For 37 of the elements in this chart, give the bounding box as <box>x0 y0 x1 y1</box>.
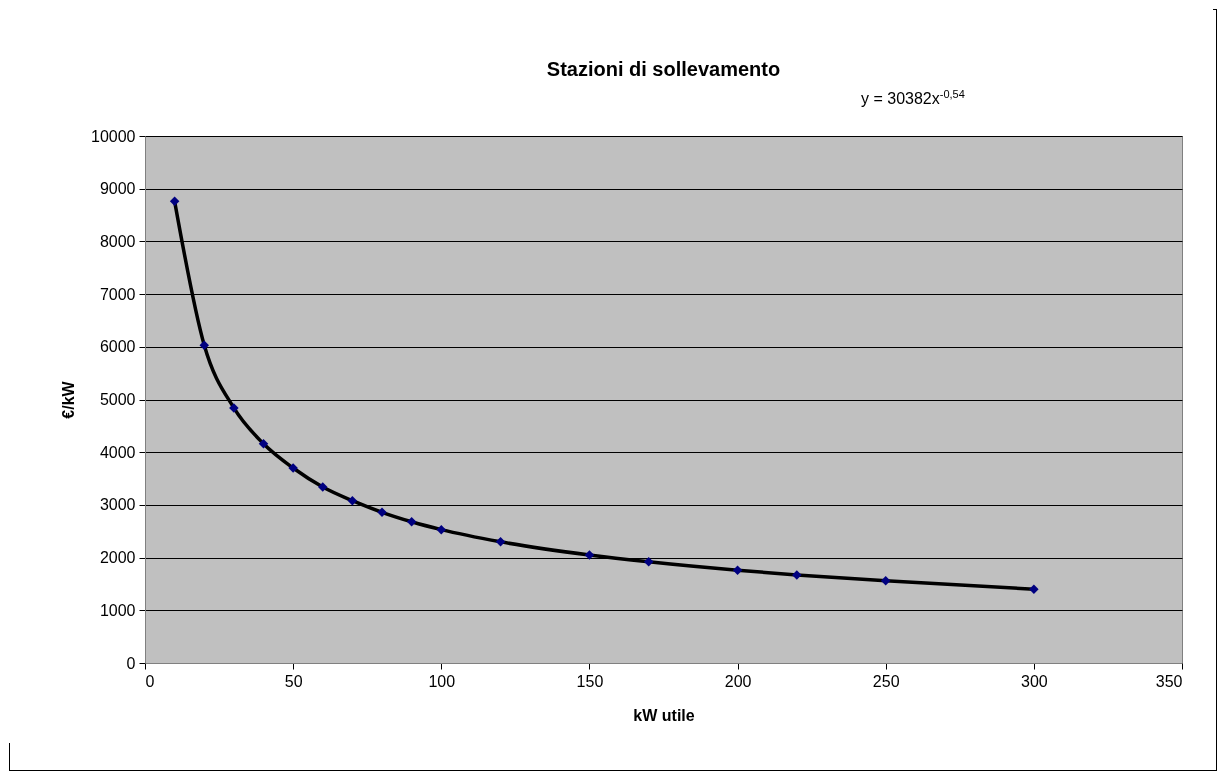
y-tick-label: 8000 <box>99 232 136 250</box>
y-axis-title: €/kW <box>60 380 78 419</box>
y-tick-label: 1000 <box>99 601 136 619</box>
x-tick-label: 150 <box>576 672 604 690</box>
x-tick-label: 250 <box>872 672 900 690</box>
x-tick-label: 50 <box>284 672 303 690</box>
point <box>436 524 447 535</box>
x-axis-title: kW utile <box>633 706 695 724</box>
point <box>584 550 595 560</box>
point <box>732 565 743 575</box>
text: y = 30382x$^{-0,54}$ <box>861 88 965 109</box>
point <box>318 482 328 492</box>
y-tick-label: 10000 <box>91 127 136 145</box>
point <box>880 576 891 586</box>
y-tick-label: 7000 <box>99 285 136 303</box>
x-tick-label: 350 <box>1155 672 1183 690</box>
point <box>169 196 180 207</box>
x-tick-label: 0 <box>145 672 155 690</box>
y-tick-label: 4000 <box>99 443 136 461</box>
point <box>377 507 387 518</box>
x-tick-label: 300 <box>1021 672 1048 690</box>
point <box>495 537 506 547</box>
y-tick-label: 9000 <box>99 180 136 198</box>
y-tick-label: 3000 <box>99 496 136 514</box>
y-tick-label: 6000 <box>99 338 136 356</box>
point <box>406 517 417 527</box>
point <box>643 557 654 567</box>
point <box>1029 584 1039 594</box>
y-tick-label: 5000 <box>99 391 136 408</box>
point <box>347 495 358 506</box>
y-tick-label: 0 <box>126 654 136 672</box>
y-tick-label: 2000 <box>99 549 136 567</box>
chart-title: Stazioni di sollevamento <box>546 58 781 80</box>
point <box>199 340 209 350</box>
point <box>258 439 269 449</box>
x-tick-label: 200 <box>724 672 752 690</box>
x-tick-label: 100 <box>428 672 456 690</box>
